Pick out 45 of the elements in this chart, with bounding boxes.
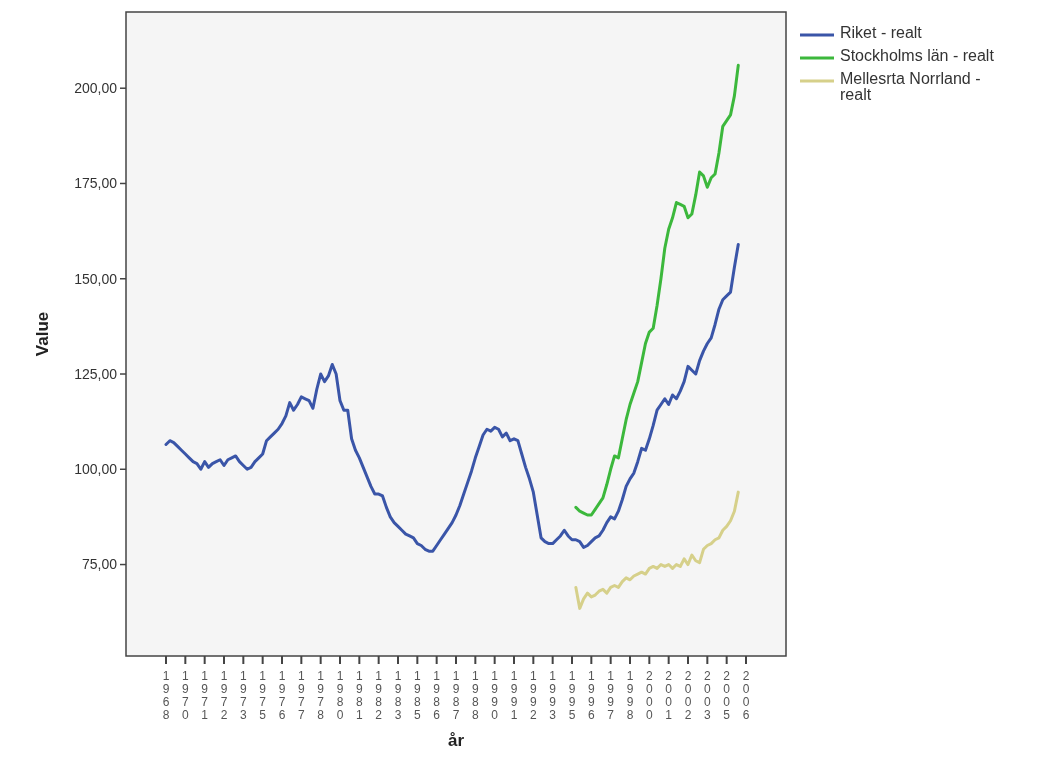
y-tick-label: 75,00 <box>81 556 118 573</box>
y-tick-label: 200,00 <box>74 80 118 97</box>
x-tick-label: 1970 <box>181 669 189 722</box>
line-series <box>164 242 740 553</box>
x-tick-label: 1996 <box>587 669 595 722</box>
x-tick-label: 1988 <box>471 669 479 722</box>
y-axis-title: Value <box>33 311 52 357</box>
x-tick-label: 1971 <box>201 669 209 722</box>
y-tick-label: 175,00 <box>74 175 118 192</box>
x-tick-label: 2000 <box>645 669 653 722</box>
x-axis-title: år <box>447 731 465 750</box>
x-tick-label: 1972 <box>220 669 228 722</box>
x-tick-label: 2005 <box>723 669 731 722</box>
x-tick-label: 1976 <box>278 669 286 722</box>
legend-label: Mellesrta Norrland - realt <box>840 69 981 103</box>
x-tick-label: 1997 <box>607 669 615 722</box>
x-tick-label: 1990 <box>491 669 499 722</box>
x-tick-label: 1985 <box>413 669 421 722</box>
x-tick-label: 2006 <box>742 669 750 722</box>
x-tick-label: 1991 <box>510 669 518 722</box>
x-tick-label: 1977 <box>297 669 305 722</box>
x-tick-label: 1981 <box>355 669 363 722</box>
x-tick-label: 1968 <box>162 669 170 722</box>
x-tick-label: 1998 <box>626 669 634 722</box>
x-tick-label: 1983 <box>394 669 402 722</box>
line-series <box>574 490 740 610</box>
legend-label: Stockholms län - realt <box>840 46 995 64</box>
x-tick-label: 2001 <box>665 669 673 722</box>
legend-label: Riket - realt <box>840 23 923 41</box>
x-tick-label: 1980 <box>336 669 344 722</box>
y-tick-label: 100,00 <box>74 461 118 478</box>
x-tick-label: 1992 <box>529 669 537 722</box>
y-tick-label: 125,00 <box>74 365 118 382</box>
line-series <box>574 63 740 517</box>
x-tick-label: 2002 <box>684 669 692 722</box>
x-tick-label: 1993 <box>549 669 557 722</box>
x-tick-label: 1982 <box>375 669 383 722</box>
x-tick-label: 1978 <box>317 669 325 722</box>
x-tick-label: 2003 <box>703 669 711 722</box>
x-tick-label: 1987 <box>452 669 460 722</box>
x-tick-label: 1975 <box>259 669 267 722</box>
y-tick-label: 150,00 <box>74 270 118 287</box>
x-tick-label: 1973 <box>239 669 247 722</box>
x-tick-label: 1986 <box>433 669 441 722</box>
x-tick-label: 1995 <box>568 669 576 722</box>
